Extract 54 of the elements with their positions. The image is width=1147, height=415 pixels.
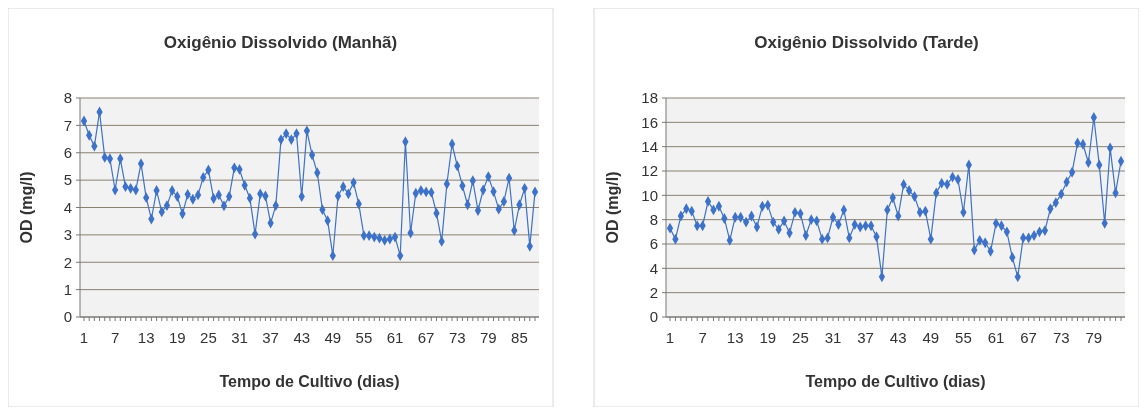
x-tick-label: 7: [110, 329, 120, 346]
y-tick-label: 16: [641, 113, 658, 131]
y-tick-label: 4: [63, 198, 72, 216]
x-tick-label: 73: [1052, 329, 1070, 346]
x-tick-label: 19: [759, 329, 777, 346]
y-tick-label: 8: [649, 210, 658, 228]
x-tick-label: 37: [262, 329, 279, 346]
x-tick-label: 55: [955, 329, 972, 346]
y-axis-title: OD (mg/l): [604, 171, 621, 244]
x-tick-label: 25: [792, 329, 809, 346]
y-axis-title: OD (mg/l): [18, 171, 35, 244]
x-tick-label: 37: [857, 329, 874, 346]
x-tick-label: 85: [511, 329, 528, 346]
x-tick-label: 13: [137, 329, 155, 346]
x-tick-label: 43: [293, 329, 311, 346]
x-tick-label: 25: [200, 329, 217, 346]
y-tick-label: 3: [63, 226, 72, 244]
y-tick-label: 6: [63, 144, 72, 161]
x-tick-label: 49: [324, 329, 342, 346]
x-tick-label: 79: [1085, 329, 1103, 346]
x-axis-title: Tempo de Cultivo (dias): [805, 373, 986, 390]
x-tick-label: 31: [824, 329, 842, 346]
y-tick-label: 4: [649, 259, 658, 277]
y-tick-label: 7: [63, 116, 72, 134]
x-tick-label: 67: [417, 329, 435, 346]
y-tick-label: 2: [63, 253, 72, 271]
x-tick-label: 1: [665, 329, 675, 346]
x-tick-label: 49: [922, 329, 940, 346]
chart-title: Oxigênio Dissolvido (Tarde): [754, 33, 979, 52]
x-tick-label: 13: [726, 329, 744, 346]
x-tick-label: 61: [386, 329, 404, 346]
y-tick-label: 5: [63, 171, 72, 189]
x-tick-label: 19: [168, 329, 186, 346]
x-tick-label: 73: [448, 329, 466, 346]
x-tick-label: 61: [987, 329, 1005, 346]
x-tick-label: 43: [889, 329, 907, 346]
x-tick-label: 67: [1020, 329, 1037, 346]
y-tick-label: 10: [641, 186, 658, 204]
y-tick-label: 8: [63, 89, 72, 107]
x-tick-label: 1: [79, 329, 89, 346]
y-tick-label: 18: [641, 89, 658, 107]
y-tick-label: 2: [649, 283, 658, 301]
x-tick-label: 31: [231, 329, 248, 346]
y-tick-label: 6: [649, 235, 658, 253]
y-tick-label: 0: [63, 308, 72, 326]
x-tick-label: 79: [480, 329, 497, 346]
y-tick-label: 12: [641, 162, 658, 180]
x-axis-title: Tempo de Cultivo (dias): [219, 373, 400, 390]
y-tick-label: 0: [649, 308, 658, 326]
y-tick-label: 14: [641, 137, 658, 155]
x-tick-label: 7: [698, 329, 707, 346]
y-tick-label: 1: [63, 280, 72, 298]
x-tick-label: 55: [355, 329, 373, 346]
chart-title: Oxigênio Dissolvido (Manhã): [163, 33, 398, 52]
